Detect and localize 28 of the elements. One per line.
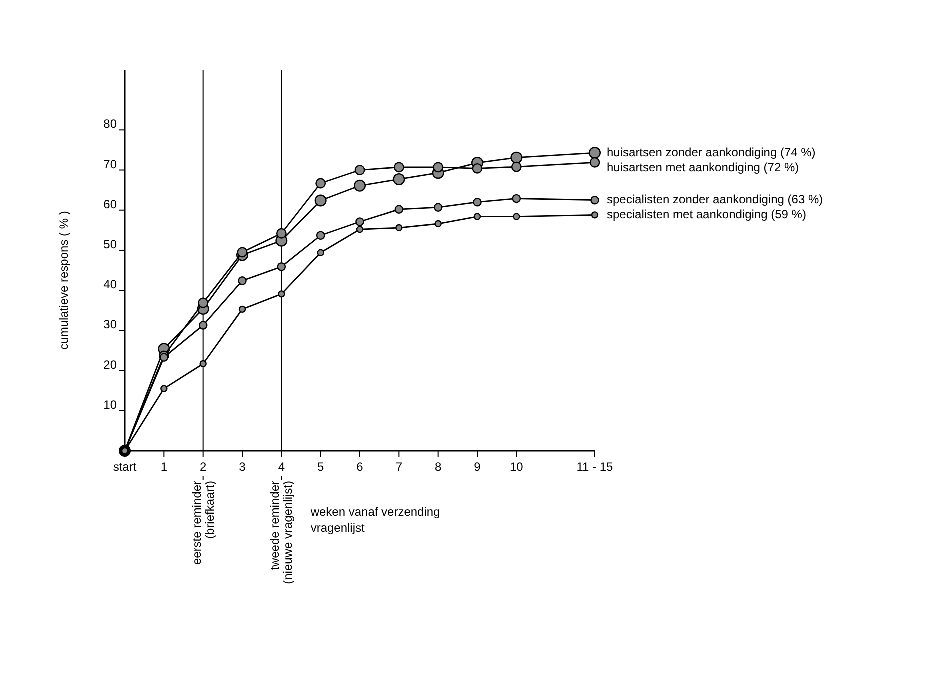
x-tick-label: 6 [356, 460, 364, 474]
ref-line-label: eerste reminder (briefkaart) [190, 481, 217, 566]
y-tick-label: 30 [104, 318, 118, 332]
x-tick-label: 9 [474, 460, 482, 474]
x-tick-label: 11 - 15 [576, 460, 614, 474]
series-label: huisartsen zonder aankondiging (74 %) [607, 145, 816, 160]
y-tick-label: 80 [104, 117, 118, 132]
y-tick-label: 40 [104, 278, 118, 292]
y-axis-title: cumulatieve respons ( % ) [57, 211, 71, 350]
x-tick-label: 4 [278, 460, 286, 474]
series-label: huisartsen met aankondiging (72 %) [607, 160, 800, 174]
x-axis-title: weken vanaf verzending vragenlijst [310, 505, 440, 535]
x-tick-label: 3 [239, 460, 246, 474]
series-label: specialisten met aankondiging (59 %) [607, 208, 806, 222]
y-tick-label: 10 [104, 398, 118, 412]
y-tick-label: 50 [104, 237, 118, 252]
y-tick-label: 20 [104, 358, 118, 372]
x-tick-label: 7 [396, 460, 403, 474]
series-label: specialisten zonder aankondiging (63 %) [607, 192, 824, 207]
x-tick-label: 8 [434, 460, 442, 474]
x-tick-label: start [113, 460, 138, 474]
x-tick-label: 10 [510, 460, 524, 474]
ref-line-label: tweede reminder (nieuwe vragenlijst) [268, 481, 296, 584]
y-tick-label: 60 [104, 197, 118, 212]
x-tick-label: 5 [317, 460, 324, 474]
x-tick-label: 1 [160, 460, 168, 474]
x-tick-label: 2 [200, 460, 207, 474]
y-tick-label: 70 [104, 157, 118, 172]
